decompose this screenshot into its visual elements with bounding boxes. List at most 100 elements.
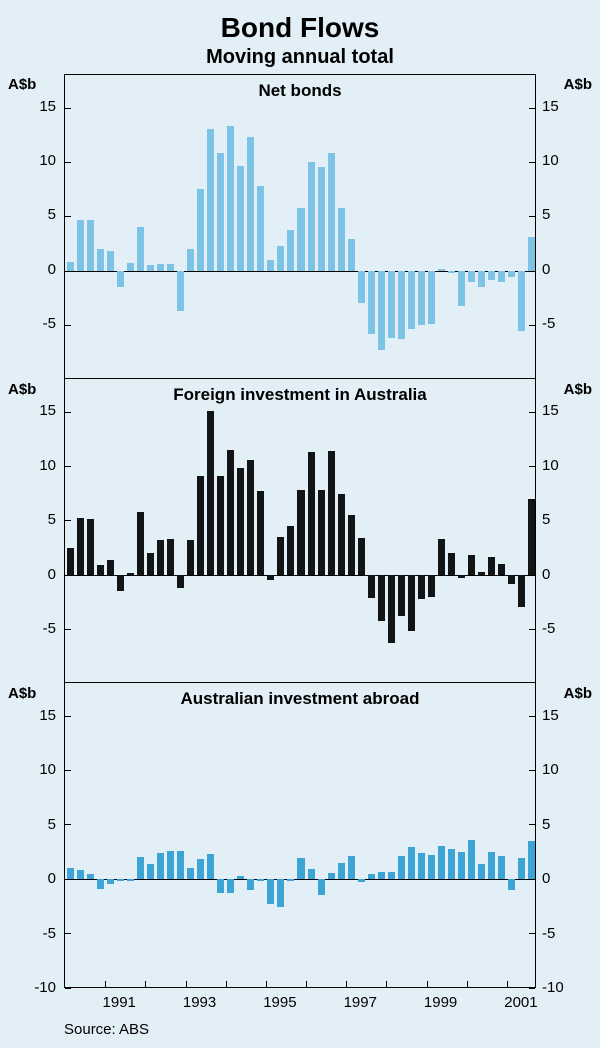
bar: [227, 879, 234, 893]
ytick-left: 10: [0, 152, 56, 169]
bar: [237, 166, 244, 270]
bar: [277, 246, 284, 271]
bar: [127, 573, 134, 575]
bar: [97, 565, 104, 575]
bar: [267, 879, 274, 904]
bar: [348, 515, 355, 575]
ytick-left: 15: [0, 98, 56, 115]
bar: [77, 870, 84, 879]
ytick-left: 10: [0, 457, 56, 474]
bar: [308, 452, 315, 575]
ytick-right: -5: [542, 315, 598, 332]
bar: [308, 162, 315, 271]
bar: [348, 856, 355, 879]
bar: [137, 857, 144, 879]
bar: [297, 208, 304, 271]
bar: [297, 490, 304, 575]
xtick-label: 2001: [504, 994, 537, 1011]
bar: [528, 237, 535, 271]
bar: [167, 264, 174, 271]
axis-unit-label: A$b: [8, 381, 36, 398]
bar: [157, 540, 164, 575]
bar: [408, 847, 415, 879]
bar: [187, 540, 194, 575]
bar: [388, 271, 395, 338]
axis-unit-label: A$b: [8, 685, 36, 702]
ytick-left: -10: [0, 979, 56, 996]
bar: [378, 575, 385, 621]
ytick-left: -5: [0, 925, 56, 942]
bar: [127, 879, 134, 881]
bar: [508, 575, 515, 584]
bar: [77, 518, 84, 575]
bar: [408, 575, 415, 632]
bar: [498, 856, 505, 879]
bar: [428, 855, 435, 879]
xtick-label: 1999: [424, 994, 457, 1011]
bar: [358, 538, 365, 575]
bar: [438, 269, 445, 271]
bar: [277, 879, 284, 907]
bar: [368, 874, 375, 878]
bar: [338, 208, 345, 271]
bar: [67, 548, 74, 575]
axis-unit-label: A$b: [564, 76, 592, 93]
bar: [318, 879, 325, 895]
bar: [287, 879, 294, 881]
bar: [247, 879, 254, 890]
bar: [398, 271, 405, 340]
bar: [358, 271, 365, 304]
bar: [318, 490, 325, 575]
ytick-right: 10: [542, 152, 598, 169]
xtick-label: 1995: [263, 994, 296, 1011]
bar: [297, 858, 304, 879]
bar: [448, 849, 455, 878]
bar: [107, 560, 114, 575]
bar: [147, 553, 154, 575]
bar: [368, 575, 375, 598]
bar: [358, 879, 365, 882]
bar: [97, 879, 104, 889]
ytick-right: 15: [542, 402, 598, 419]
ytick-left: 15: [0, 707, 56, 724]
bar: [418, 853, 425, 879]
bar: [468, 840, 475, 879]
bar: [428, 271, 435, 324]
ytick-right: 5: [542, 511, 598, 528]
bar: [318, 167, 325, 270]
bar: [478, 864, 485, 879]
bar: [157, 853, 164, 879]
bar: [117, 879, 124, 881]
bar: [237, 876, 244, 879]
ytick-right: 15: [542, 707, 598, 724]
bar: [267, 575, 274, 580]
bar: [518, 575, 525, 608]
bar: [308, 869, 315, 879]
bar: [257, 879, 264, 881]
ytick-right: -10: [542, 979, 598, 996]
ytick-left: -5: [0, 315, 56, 332]
bar: [458, 575, 465, 578]
bar: [518, 271, 525, 331]
bar: [177, 851, 184, 879]
bar: [378, 271, 385, 350]
bar: [518, 858, 525, 879]
bar: [438, 539, 445, 575]
bar: [508, 879, 515, 890]
bar: [67, 868, 74, 879]
bar: [458, 271, 465, 306]
bar: [117, 575, 124, 591]
bar: [287, 526, 294, 575]
bar: [237, 468, 244, 575]
bar: [187, 868, 194, 879]
ytick-left: 0: [0, 870, 56, 887]
bar: [388, 575, 395, 644]
ytick-right: -5: [542, 925, 598, 942]
xtick-label: 1997: [344, 994, 377, 1011]
ytick-left: 10: [0, 761, 56, 778]
ytick-left: 0: [0, 566, 56, 583]
bar: [217, 879, 224, 893]
bar: [468, 271, 475, 282]
xtick-label: 1991: [103, 994, 136, 1011]
ytick-right: 5: [542, 816, 598, 833]
